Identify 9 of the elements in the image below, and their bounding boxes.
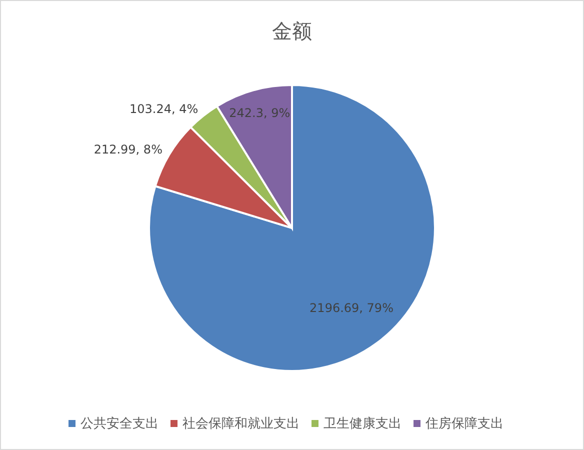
chart-title: 金额	[272, 19, 312, 43]
data-label: 212.99, 8%	[94, 142, 162, 157]
data-label: 2196.69, 79%	[310, 300, 394, 315]
legend-label: 社会保障和就业支出	[182, 416, 300, 432]
legend-label: 公共安全支出	[80, 416, 158, 432]
data-label: 103.24, 4%	[130, 102, 198, 116]
data-label: 242.3, 9%	[229, 106, 290, 120]
legend-label: 住房保障支出	[424, 416, 504, 432]
legend-label: 卫生健康支出	[324, 416, 402, 432]
